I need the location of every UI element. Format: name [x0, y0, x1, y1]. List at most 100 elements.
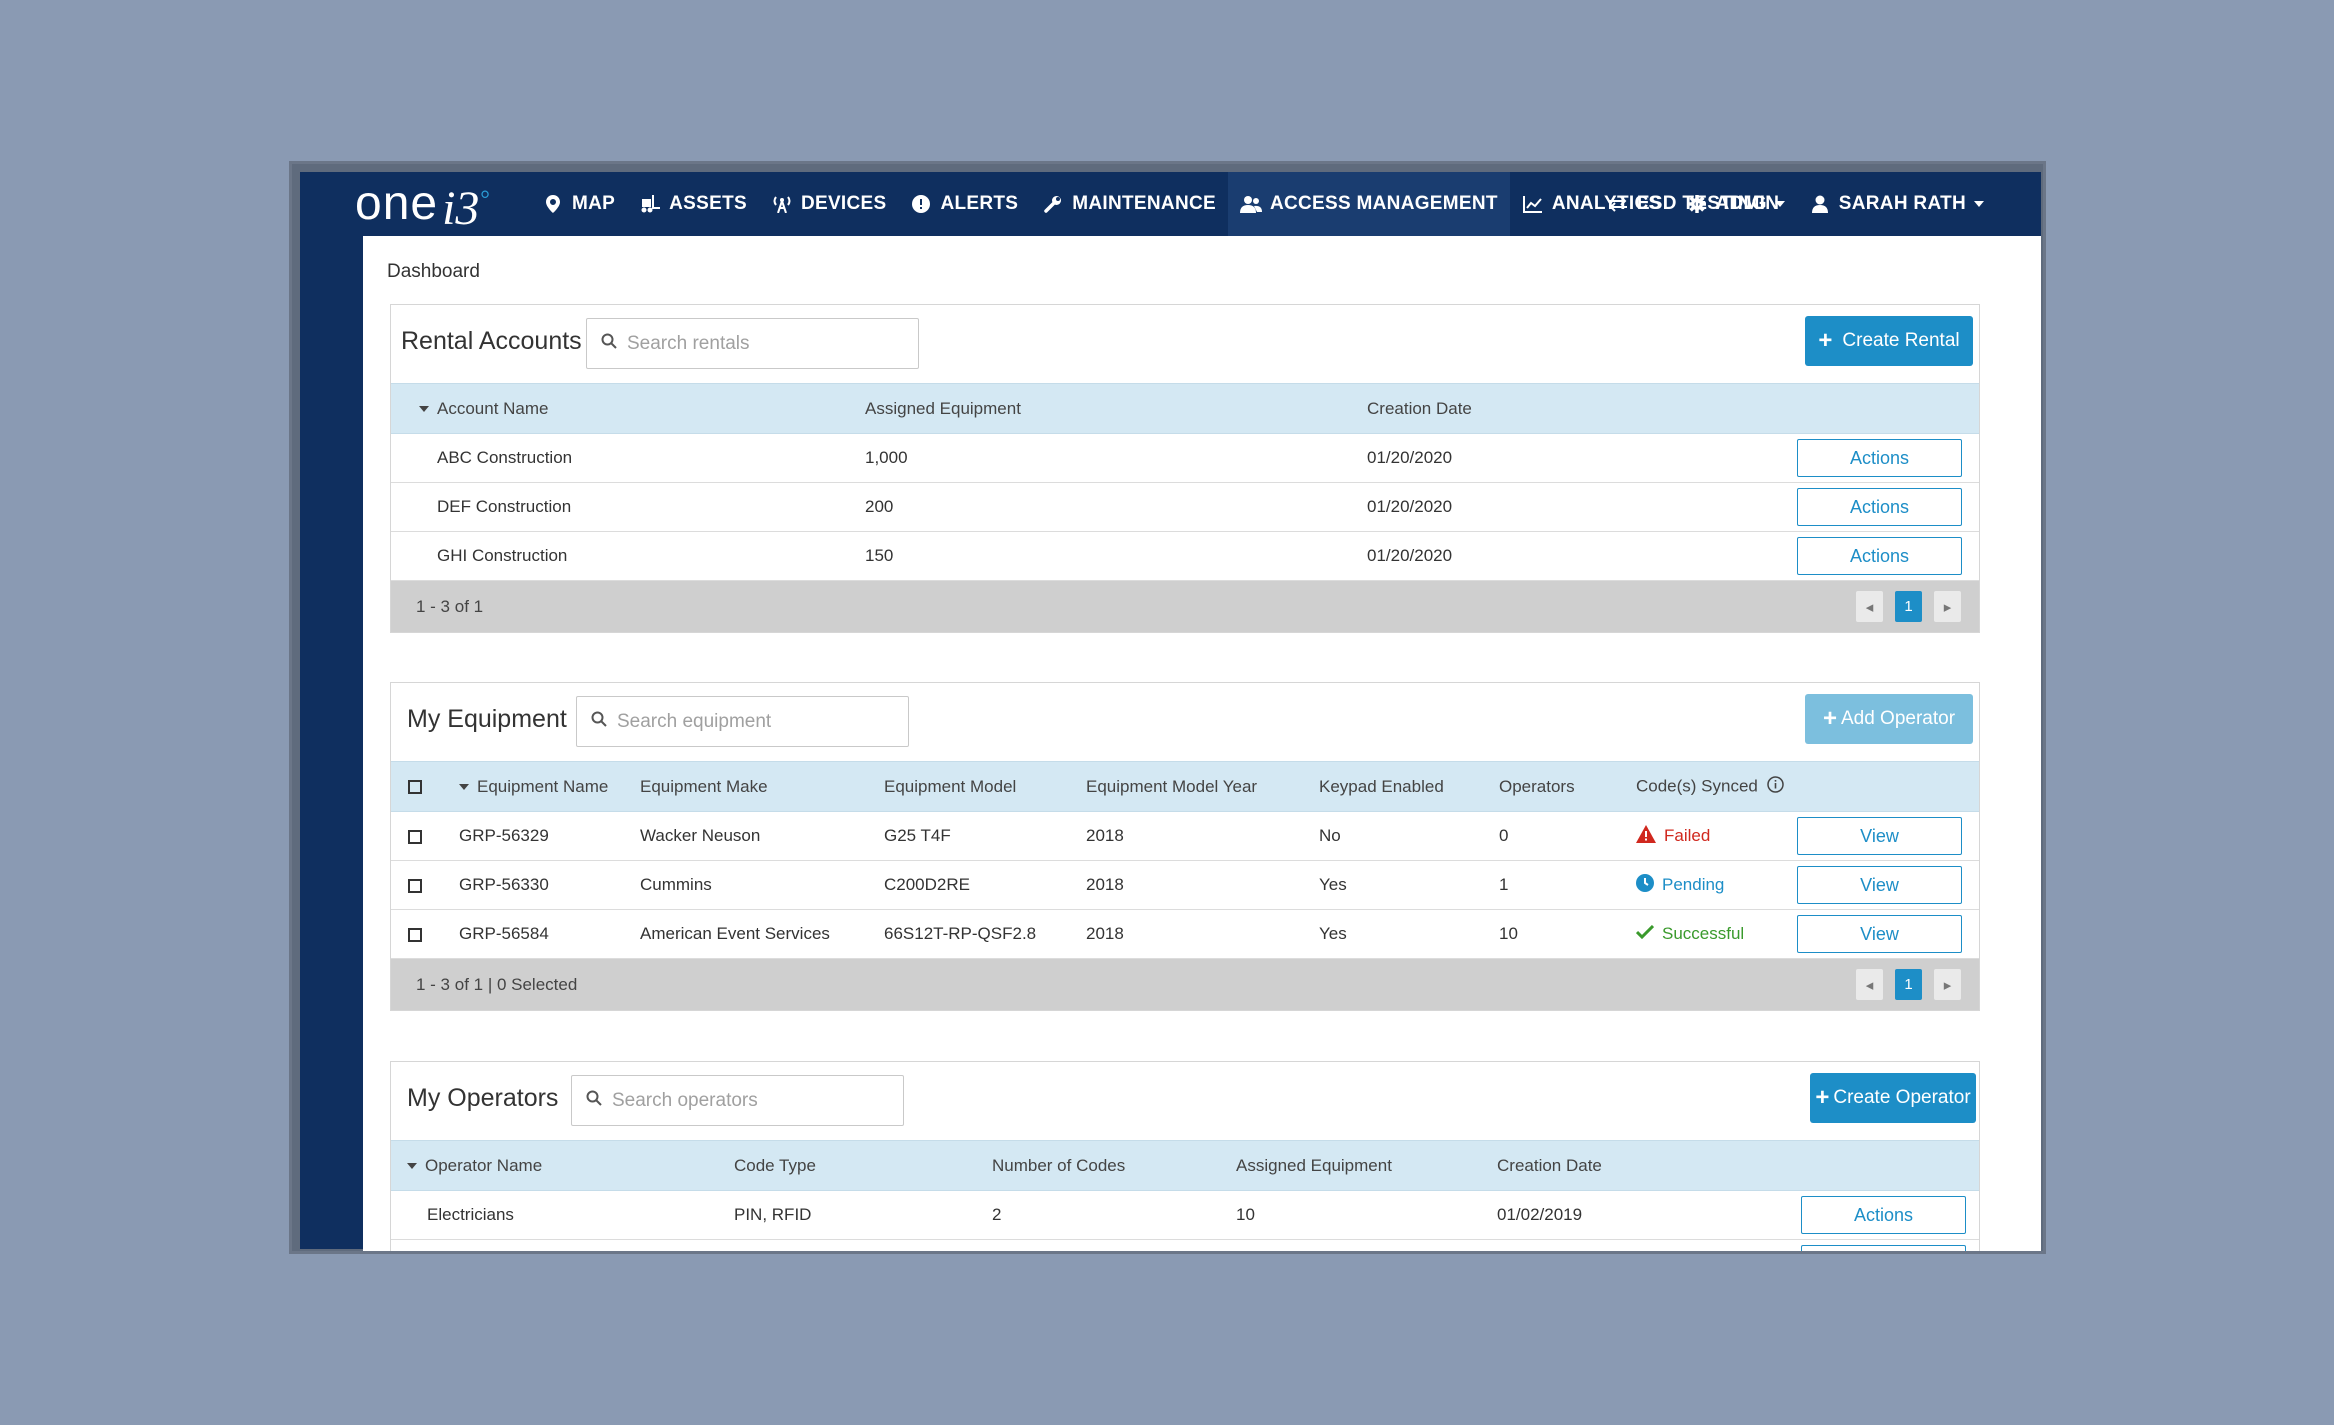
create-operator-button[interactable]: + Create Operator: [1810, 1073, 1976, 1123]
creation-date: 01/20/2020: [1367, 546, 1453, 565]
top-navigation: one i3° MAP ASSETS DEVICES: [300, 172, 2041, 236]
breadcrumb[interactable]: Dashboard: [387, 261, 480, 282]
col-creation-date[interactable]: Creation Date: [1367, 383, 1797, 434]
logo-mark-accent: °: [479, 186, 490, 213]
nav-right: ESD TESTING SARAH RATH: [1595, 172, 1996, 236]
actions-cell: Actions: [1801, 1191, 1979, 1240]
row-checkbox[interactable]: [408, 927, 422, 942]
col-assigned-equipment[interactable]: Assigned Equipment: [865, 383, 1367, 434]
create-operator-label: Create Operator: [1833, 1087, 1971, 1108]
plus-icon: +: [1822, 705, 1837, 732]
equipment-model: 66S12T-RP-QSF2.8: [884, 924, 1037, 943]
actions-button[interactable]: Actions: [1797, 439, 1962, 477]
nav-maintenance[interactable]: MAINTENANCE: [1030, 172, 1228, 236]
search-operators-box[interactable]: [571, 1075, 904, 1126]
keypad-enabled: No: [1319, 826, 1341, 845]
row-select-cell: [391, 812, 459, 861]
nav-analytics[interactable]: ANALYTICS: [1510, 172, 1674, 236]
select-all-cell: [391, 761, 459, 812]
col-actions: [1797, 383, 1979, 434]
search-rentals-input[interactable]: [627, 332, 907, 355]
view-button[interactable]: View: [1797, 866, 1962, 904]
col-code-type[interactable]: Code Type: [734, 1140, 992, 1191]
user-name: SARAH RATH: [1838, 193, 1966, 214]
prev-page-icon[interactable]: ◂: [1856, 591, 1883, 622]
map-pin-icon: [542, 193, 564, 215]
col-equipment-model-year[interactable]: Equipment Model Year: [1086, 761, 1319, 812]
nav-admin[interactable]: ADMIN: [1674, 172, 1792, 236]
rental-accounts-footer: 1 - 3 of 1 ◂ 1 ▸: [391, 581, 1979, 632]
table-header-row: Account Name Assigned Equipment Creation…: [391, 383, 1979, 434]
next-page-icon[interactable]: ▸: [1934, 591, 1961, 622]
col-codes-synced[interactable]: Code(s) Synced: [1636, 761, 1797, 812]
sync-status-label: Pending: [1662, 874, 1725, 894]
col-equipment-make[interactable]: Equipment Make: [640, 761, 884, 812]
view-button[interactable]: View: [1797, 915, 1962, 953]
pagination-info: 1 - 3 of 1: [416, 597, 484, 616]
col-equipment-name[interactable]: Equipment Name: [459, 761, 640, 812]
checkmark-icon: [1635, 924, 1655, 944]
table-row: GRP-56584 American Event Services 66S12T…: [391, 910, 1979, 959]
nav-map[interactable]: MAP: [530, 172, 627, 236]
equipment-model-year: 2018: [1086, 924, 1124, 943]
add-operator-button[interactable]: + Add Operator: [1805, 694, 1973, 744]
search-equipment-box[interactable]: [576, 696, 909, 747]
page-number[interactable]: 1: [1895, 969, 1922, 1000]
search-rentals-box[interactable]: [586, 318, 919, 369]
rental-accounts-title: Rental Accounts: [401, 327, 582, 355]
wrench-icon: [1042, 193, 1064, 215]
clock-icon: [1636, 873, 1654, 897]
actions-button-partial[interactable]: [1801, 1245, 1966, 1251]
view-cell: View: [1797, 910, 1979, 959]
table-row: [391, 1240, 1979, 1252]
nav-assets[interactable]: ASSETS: [627, 172, 759, 236]
code-type: PIN, RFID: [734, 1205, 812, 1224]
creation-date: 01/20/2020: [1367, 448, 1453, 467]
actions-cell: Actions: [1797, 434, 1979, 483]
col-keypad-enabled[interactable]: Keypad Enabled: [1319, 761, 1499, 812]
operators-count: 10: [1499, 924, 1518, 943]
col-equipment-model[interactable]: Equipment Model: [884, 761, 1086, 812]
col-operator-name[interactable]: Operator Name: [391, 1140, 734, 1191]
col-account-name[interactable]: Account Name: [391, 383, 865, 434]
user-icon: [1809, 193, 1831, 215]
prev-page-icon[interactable]: ◂: [1856, 969, 1883, 1000]
plus-icon: +: [1815, 1084, 1830, 1111]
one-i3-logo[interactable]: one i3°: [355, 180, 490, 233]
app-window: one i3° MAP ASSETS DEVICES: [289, 161, 2046, 1254]
gear-icon: [1686, 193, 1708, 215]
org-switcher[interactable]: ESD TESTING: [1595, 172, 1797, 236]
col-creation-date[interactable]: Creation Date: [1497, 1140, 1801, 1191]
col-operators[interactable]: Operators: [1499, 761, 1636, 812]
nav-access-management[interactable]: ACCESS MANAGEMENT: [1227, 172, 1510, 236]
col-assigned-equipment[interactable]: Assigned Equipment: [1236, 1140, 1497, 1191]
row-select-cell: [391, 910, 459, 959]
create-rental-label: Create Rental: [1842, 330, 1960, 351]
actions-button[interactable]: Actions: [1797, 537, 1962, 575]
partial-row-cell: [391, 1240, 1801, 1252]
view-button[interactable]: View: [1797, 817, 1962, 855]
search-equipment-input[interactable]: [617, 710, 897, 733]
user-menu[interactable]: SARAH RATH: [1797, 172, 1996, 236]
create-rental-button[interactable]: + Create Rental: [1805, 316, 1973, 366]
table-row: DEF Construction 200 01/20/2020 Actions: [391, 483, 1979, 532]
search-operators-input[interactable]: [612, 1089, 892, 1112]
info-icon[interactable]: [1766, 775, 1784, 798]
rental-accounts-table: Account Name Assigned Equipment Creation…: [391, 383, 1979, 581]
page-number[interactable]: 1: [1895, 591, 1922, 622]
table-header-row: Equipment Name Equipment Make Equipment …: [391, 761, 1979, 812]
next-page-icon[interactable]: ▸: [1934, 969, 1961, 1000]
row-checkbox[interactable]: [408, 878, 422, 893]
select-all-checkbox[interactable]: [408, 780, 422, 795]
row-checkbox[interactable]: [408, 829, 422, 844]
nav-devices[interactable]: DEVICES: [759, 172, 899, 236]
actions-button[interactable]: Actions: [1801, 1196, 1966, 1234]
col-number-of-codes[interactable]: Number of Codes: [992, 1140, 1236, 1191]
col-codes-synced-label: Code(s) Synced: [1636, 775, 1758, 795]
chevron-down-icon: [1974, 201, 1984, 207]
actions-button[interactable]: Actions: [1797, 488, 1962, 526]
col-account-name-label: Account Name: [437, 398, 549, 418]
row-select-cell: [391, 861, 459, 910]
nav-alerts[interactable]: ALERTS: [898, 172, 1030, 236]
warning-triangle-icon: [1636, 824, 1656, 848]
